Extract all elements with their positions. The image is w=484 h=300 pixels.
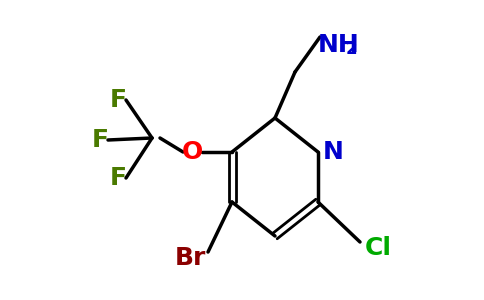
Text: F: F [109, 88, 126, 112]
Text: NH: NH [318, 33, 360, 57]
Text: F: F [91, 128, 108, 152]
Text: Br: Br [174, 246, 206, 270]
Text: O: O [182, 140, 203, 164]
Text: 2: 2 [346, 40, 358, 58]
Text: Cl: Cl [364, 236, 392, 260]
Text: N: N [323, 140, 344, 164]
Text: F: F [109, 166, 126, 190]
